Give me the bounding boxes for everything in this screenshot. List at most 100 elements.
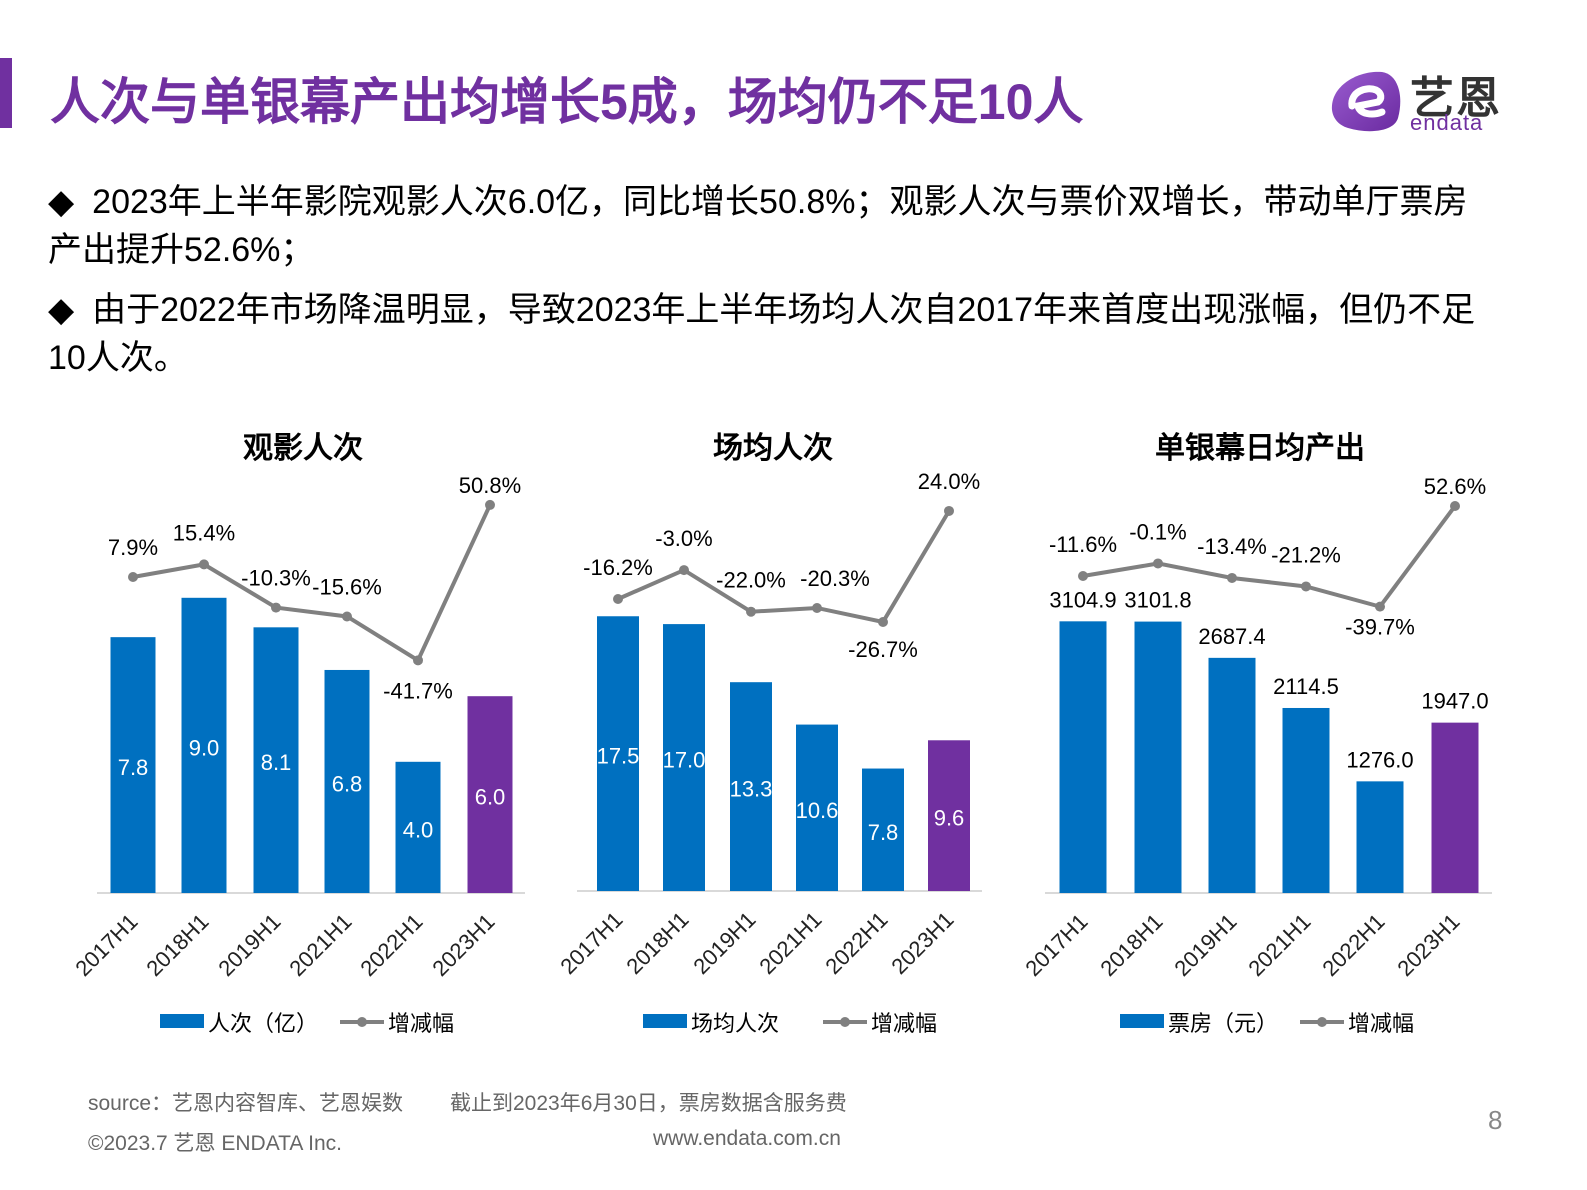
bar	[324, 669, 370, 893]
bar	[1431, 722, 1479, 893]
diamond-bullet-icon: ◆	[48, 291, 75, 329]
chart-title: 观影人次	[243, 432, 363, 465]
bar-value-label: 7.8	[868, 820, 899, 845]
x-tick-label: 2018H1	[1095, 909, 1167, 981]
legend-line-label: 增减幅	[388, 1011, 454, 1036]
bar	[181, 597, 227, 893]
growth-label: -20.3%	[800, 566, 870, 591]
bar-value-label: 2687.4	[1198, 624, 1265, 649]
growth-label: -13.4%	[1197, 534, 1267, 559]
growth-label: -15.6%	[312, 574, 382, 599]
bar-value-label: 4.0	[403, 817, 434, 842]
legend-bar-label: 场均人次	[691, 1011, 779, 1036]
growth-point	[944, 505, 954, 516]
bar-value-label: 2114.5	[1273, 674, 1339, 699]
diamond-bullet-icon: ◆	[48, 183, 75, 221]
growth-point	[1375, 601, 1385, 612]
bar	[663, 624, 705, 891]
growth-point	[342, 611, 352, 622]
summary-bullets: ◆ 2023年上半年影院观影人次6.0亿，同比增长50.8%；观影人次与票价双增长…	[48, 178, 1498, 394]
legend-bar-label: 人次（亿）	[208, 1011, 318, 1036]
bar	[1356, 781, 1404, 893]
bar-value-label: 17.0	[663, 748, 706, 773]
legend-line-marker	[840, 1017, 850, 1027]
x-tick-label: 2017H1	[555, 907, 627, 979]
growth-label: -39.7%	[1345, 615, 1415, 640]
growth-label: -26.7%	[848, 637, 918, 662]
growth-line	[1082, 504, 1457, 609]
growth-label: 50.8%	[459, 473, 521, 498]
growth-label: 52.6%	[1424, 474, 1486, 499]
x-tick-label: 2017H1	[1020, 909, 1092, 981]
chart-title: 单银幕日均产出	[1155, 432, 1365, 465]
x-tick-label: 2019H1	[1169, 909, 1241, 981]
bar-value-label: 3104.9	[1049, 587, 1116, 612]
legend-bar-swatch	[1120, 1014, 1164, 1028]
growth-label: -11.6%	[1049, 532, 1117, 557]
x-tick-label: 2021H1	[284, 909, 356, 981]
growth-point	[199, 559, 209, 570]
data-note: 截止到2023年6月30日，票房数据含服务费	[450, 1092, 847, 1115]
growth-label: -3.0%	[655, 526, 712, 551]
growth-label: -16.2%	[583, 555, 653, 580]
x-tick-label: 2022H1	[820, 907, 892, 979]
bar	[110, 637, 156, 893]
growth-point	[1450, 501, 1460, 512]
bar	[467, 696, 513, 893]
bar	[253, 627, 299, 893]
growth-label: -22.0%	[716, 568, 786, 593]
x-tick-label: 2019H1	[213, 909, 285, 981]
legend-line-label: 增减幅	[1348, 1011, 1414, 1036]
bar-value-label: 6.0	[475, 785, 506, 810]
growth-point	[878, 616, 888, 627]
bar-value-label: 7.8	[118, 755, 149, 780]
x-tick-label: 2023H1	[427, 909, 499, 981]
legend-line-label: 增减幅	[871, 1011, 937, 1036]
growth-point	[613, 594, 623, 604]
x-tick-label: 2019H1	[688, 907, 760, 979]
copyright: ©2023.7 艺恩 ENDATA Inc.	[88, 1132, 342, 1155]
bar-value-label: 1947.0	[1421, 689, 1488, 714]
bar-value-label: 1276.0	[1346, 747, 1413, 772]
website-url: www.endata.com.cn	[653, 1127, 841, 1150]
x-tick-label: 2022H1	[355, 909, 427, 981]
growth-point	[271, 602, 281, 613]
growth-point	[128, 572, 138, 582]
bar	[597, 616, 639, 891]
growth-line	[617, 509, 951, 625]
bar	[1282, 707, 1330, 893]
x-tick-label: 2023H1	[886, 907, 958, 979]
bar	[1208, 657, 1256, 893]
growth-point	[413, 655, 423, 666]
growth-point	[1301, 581, 1311, 592]
bullet-text: 由于2022年市场降温明显，导致2023年上半年场均人次自2017年来首度出现涨…	[48, 291, 1476, 377]
growth-label: -0.1%	[1129, 519, 1186, 544]
growth-point	[485, 499, 495, 510]
bar	[796, 724, 838, 891]
bar	[928, 740, 970, 891]
bar-value-label: 13.3	[730, 777, 773, 802]
x-tick-label: 2022H1	[1317, 909, 1389, 981]
legend-bar-swatch	[643, 1014, 687, 1028]
x-tick-label: 2018H1	[621, 907, 693, 979]
growth-point	[746, 606, 756, 617]
bar	[862, 768, 904, 891]
x-tick-label: 2021H1	[1243, 909, 1315, 981]
x-tick-label: 2023H1	[1392, 909, 1464, 981]
title-accent-bar	[0, 58, 12, 128]
x-tick-label: 2018H1	[141, 909, 213, 981]
bar-value-label: 9.6	[934, 806, 965, 831]
x-tick-label: 2017H1	[70, 909, 142, 981]
bullet-item: ◆ 由于2022年市场降温明显，导致2023年上半年场均人次自2017年来首度出现…	[48, 286, 1498, 382]
bar	[1059, 621, 1107, 893]
logo-wordmark-cn: 艺恩	[1410, 74, 1502, 123]
bar-value-label: 6.8	[332, 771, 363, 796]
bar-value-label: 8.1	[261, 750, 292, 775]
legend-bar-swatch	[160, 1014, 204, 1028]
growth-point	[812, 602, 822, 613]
bullet-item: ◆ 2023年上半年影院观影人次6.0亿，同比增长50.8%；观影人次与票价双增长…	[48, 178, 1498, 274]
growth-label: -41.7%	[383, 678, 453, 703]
logo-wordmark-en: endata	[1410, 110, 1484, 135]
growth-line	[132, 504, 492, 664]
